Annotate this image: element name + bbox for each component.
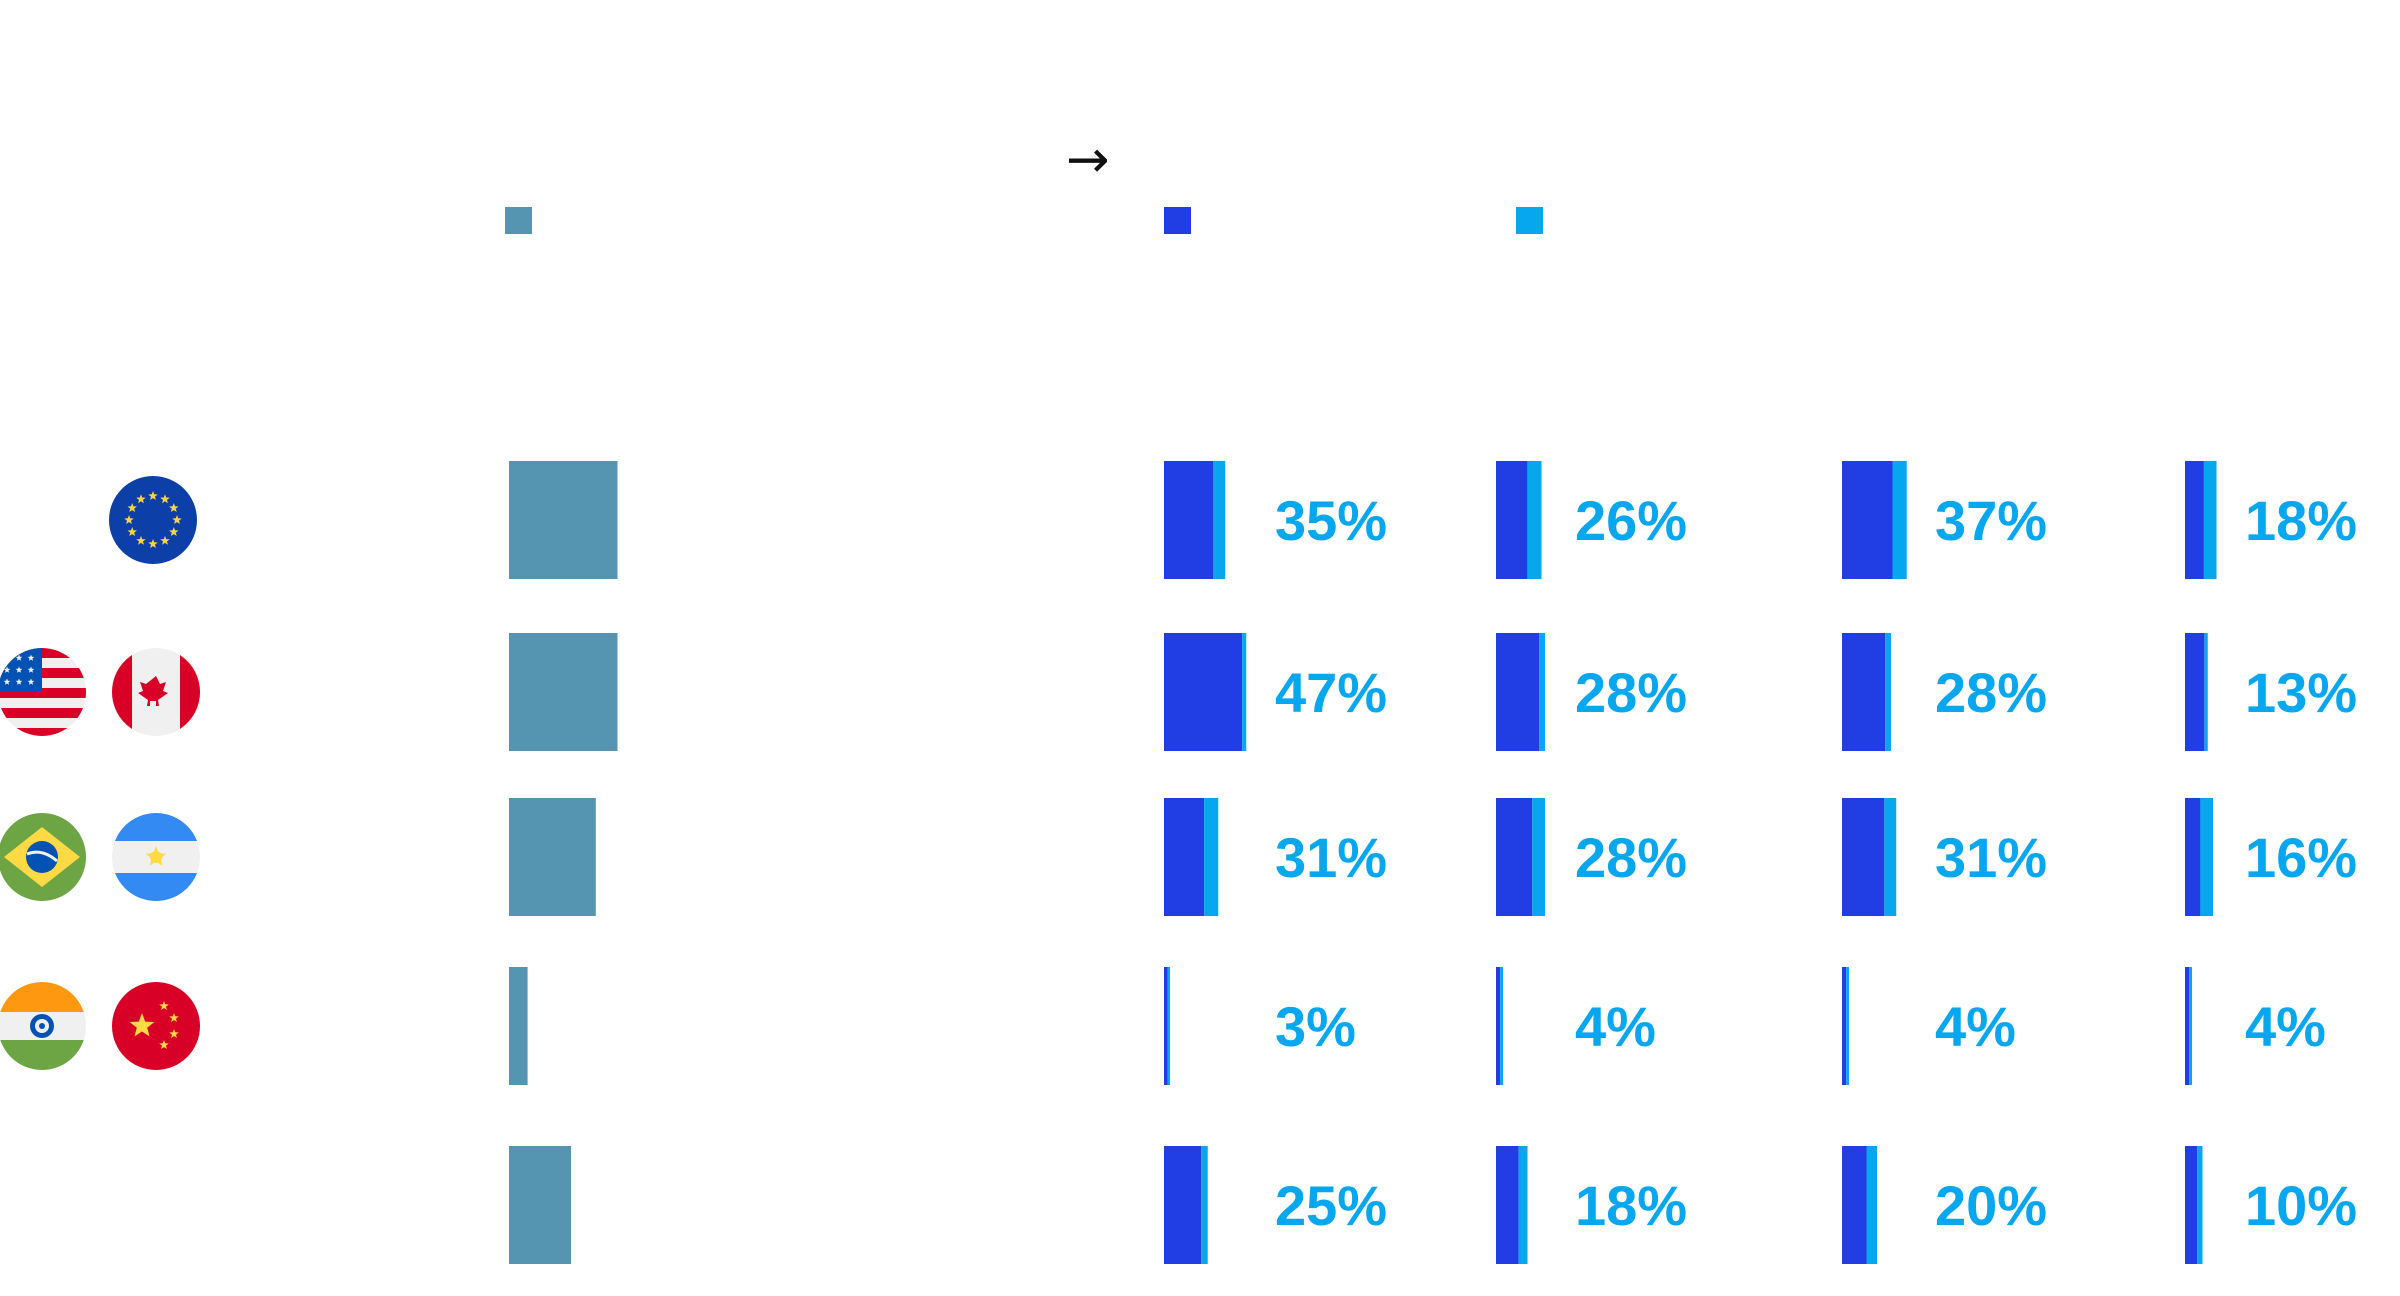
stacked-bar-dark bbox=[1842, 461, 1893, 579]
value-label: 20% bbox=[1935, 1174, 2047, 1237]
base-bar bbox=[509, 461, 618, 579]
stacked-bar-light bbox=[1204, 798, 1219, 916]
value-label: 4% bbox=[1575, 995, 1656, 1058]
legend bbox=[505, 207, 1543, 234]
brazil-flag-icon bbox=[0, 813, 86, 901]
argentina-flag-icon bbox=[112, 813, 200, 901]
stacked-bar-light bbox=[1242, 633, 1247, 751]
stacked-bar-light bbox=[1213, 461, 1226, 579]
value-labels: 35% 26% 37% 18% 47% 28% 28% 13% 31% 28% 31% 16% 3% 4%… bbox=[1275, 489, 2357, 1237]
legend-swatch-light bbox=[1516, 207, 1543, 234]
stacked-bar-dark bbox=[2185, 461, 2204, 579]
bars bbox=[509, 461, 2217, 1264]
stacked-bar-light bbox=[1500, 967, 1503, 1085]
stacked-bar-light bbox=[1885, 633, 1891, 751]
legend-swatch-base bbox=[505, 207, 532, 234]
stacked-bar-light bbox=[1527, 461, 1542, 579]
stacked-bar-dark bbox=[1164, 633, 1243, 751]
value-label: 25% bbox=[1275, 1174, 1387, 1237]
stacked-bar-light bbox=[2203, 461, 2217, 579]
stacked-bar-dark bbox=[1496, 633, 1540, 751]
stacked-bar-dark bbox=[1164, 461, 1213, 579]
stacked-bar-dark bbox=[1164, 967, 1168, 1085]
stacked-bar-dark bbox=[1842, 633, 1886, 751]
base-bar bbox=[509, 798, 596, 916]
value-label: 16% bbox=[2245, 826, 2357, 889]
stacked-bar-dark bbox=[1164, 1146, 1202, 1264]
flags bbox=[0, 476, 200, 1070]
stacked-bar-light bbox=[2189, 967, 2192, 1085]
stacked-bar-dark bbox=[2185, 967, 2190, 1085]
stacked-bar-light bbox=[1539, 633, 1545, 751]
stacked-bar-light bbox=[1532, 798, 1545, 916]
stacked-bar-dark bbox=[1842, 798, 1885, 916]
value-label: 31% bbox=[1275, 826, 1387, 889]
stacked-bar-dark bbox=[1842, 967, 1847, 1085]
stacked-bar-dark bbox=[1496, 1146, 1519, 1264]
base-bar bbox=[509, 1146, 571, 1264]
stacked-bar-light bbox=[1866, 1146, 1877, 1264]
usa-flag-icon bbox=[0, 648, 86, 736]
value-label: 28% bbox=[1575, 826, 1687, 889]
china-flag-icon bbox=[112, 982, 200, 1070]
value-label: 4% bbox=[1935, 995, 2016, 1058]
legend-swatch-dark bbox=[1164, 207, 1191, 234]
value-label: 28% bbox=[1935, 661, 2047, 724]
base-bar bbox=[509, 633, 618, 751]
value-label: 18% bbox=[1575, 1174, 1687, 1237]
stacked-bar-dark bbox=[2185, 1146, 2198, 1264]
stacked-bar-dark bbox=[1496, 461, 1528, 579]
stacked-bar-dark bbox=[2185, 633, 2205, 751]
stacked-bar-dark bbox=[1496, 967, 1501, 1085]
header-arrow: → bbox=[1066, 130, 1110, 190]
value-label: 35% bbox=[1275, 489, 1387, 552]
stacked-bar-light bbox=[1884, 798, 1897, 916]
value-label: 47% bbox=[1275, 661, 1387, 724]
value-label: 4% bbox=[2245, 995, 2326, 1058]
stacked-bar-dark bbox=[1496, 798, 1533, 916]
value-label: 31% bbox=[1935, 826, 2047, 889]
value-label: 18% bbox=[2245, 489, 2357, 552]
value-label: 3% bbox=[1275, 995, 1356, 1058]
stacked-bar-light bbox=[1892, 461, 1907, 579]
value-label: 26% bbox=[1575, 489, 1687, 552]
canada-flag-icon bbox=[112, 648, 200, 736]
india-flag-icon bbox=[0, 982, 86, 1070]
stacked-bar-light bbox=[2197, 1146, 2203, 1264]
stacked-bar-light bbox=[2204, 633, 2208, 751]
stacked-bar-dark bbox=[2185, 798, 2201, 916]
base-bar bbox=[509, 967, 528, 1085]
stacked-bar-light bbox=[2200, 798, 2213, 916]
value-label: 37% bbox=[1935, 489, 2047, 552]
stacked-bar-light bbox=[1518, 1146, 1528, 1264]
value-label: 13% bbox=[2245, 661, 2357, 724]
stacked-bar-dark bbox=[1842, 1146, 1867, 1264]
value-label: 28% bbox=[1575, 661, 1687, 724]
stacked-bar-light bbox=[1846, 967, 1849, 1085]
chart-header: → bbox=[1066, 130, 1110, 190]
eu-flag-icon bbox=[109, 476, 197, 564]
stacked-bar-light bbox=[1167, 967, 1170, 1085]
stacked-bar-light bbox=[1201, 1146, 1208, 1264]
stacked-bar-dark bbox=[1164, 798, 1205, 916]
value-label: 10% bbox=[2245, 1174, 2357, 1237]
